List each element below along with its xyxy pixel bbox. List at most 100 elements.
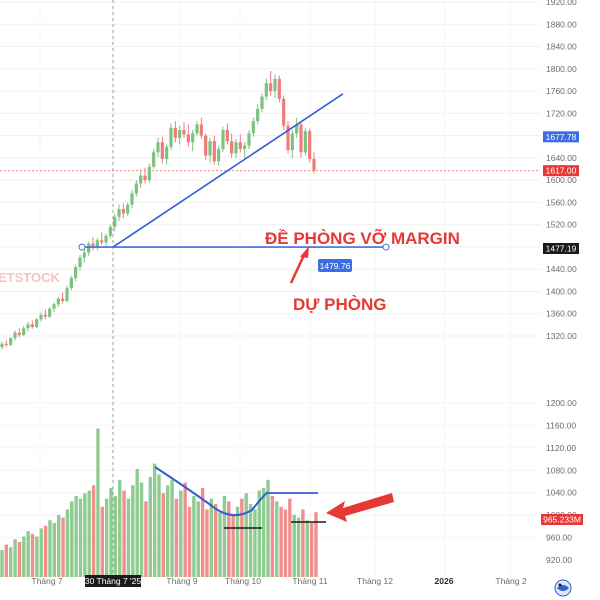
candle-body [251,121,255,134]
time-tick-label: 30 Tháng 7 '25 [85,576,142,586]
volume-bar [26,531,30,577]
volume-bar [283,509,288,577]
candle-body [108,226,112,236]
volume-tick-label: 1040.00 [546,488,577,498]
volume-bar [0,550,4,577]
volume-bar [240,498,244,577]
price-tick-label: 1800.00 [546,64,577,74]
globe-logo-icon[interactable] [554,579,572,597]
volume-bar [4,544,9,577]
candle-body [100,240,104,243]
price-tick-label: 1600.00 [546,175,577,185]
badge-current-price: 1617.00 [543,165,579,177]
candle-body [212,141,216,162]
volume-bar [248,504,253,577]
price-tick-label: 1400.00 [546,286,577,296]
volume-bar [131,485,135,577]
volume-bar [83,493,87,577]
candle-body [247,133,251,146]
candle-body [169,127,173,147]
candle-body [277,78,281,99]
volume-bar [61,517,65,577]
candle-body [217,148,221,162]
candle-body [52,304,56,309]
price-tick-label: 1520.00 [546,220,577,230]
time-axis[interactable]: Tháng 7 30 Tháng 7 '25 Tháng 9 Tháng 10 Thán… [31,575,527,587]
volume-bar [227,501,231,577]
volume-bar [187,506,192,577]
candlesticks [0,71,316,350]
candle-body [256,108,260,122]
svg-text:1677.78: 1677.78 [546,132,577,142]
candle-body [199,124,203,136]
candle-body [147,166,151,181]
candle-body [269,83,273,92]
candle-body [56,298,60,305]
candle-body [143,175,147,181]
candle-body [139,175,143,184]
candle-body [17,332,21,335]
volume-bar [126,498,131,577]
volume-bar [205,509,209,577]
badge-volume-value: 965.233M [541,514,583,525]
candle-body [104,235,108,243]
volume-bar [196,501,200,577]
volume-bar [200,487,205,577]
volume-bar [161,493,166,577]
price-tick-label: 1360.00 [546,309,577,319]
volume-bar [314,512,318,577]
candle-body [221,130,225,149]
volume-bar [244,493,248,577]
support-line-handle-right[interactable] [382,243,390,251]
price-tick-label: 1560.00 [546,197,577,207]
candle-body [61,298,65,301]
candle-body [0,343,4,348]
candle-body [290,133,294,151]
volume-bar [91,485,96,577]
candle-body [95,240,99,248]
candle-body [312,158,316,171]
price-tick-label: 1440.00 [546,264,577,274]
volume-bar [78,498,83,577]
annotation-arrow-volume [326,493,394,522]
candle-body [156,142,160,153]
volume-bar [231,514,235,577]
volume-bar [257,490,262,577]
volume-bar [104,498,109,577]
volume-bar [96,428,100,577]
price-tick-label: 1760.00 [546,86,577,96]
volume-tick-label: 1080.00 [546,465,577,475]
uptrend-line[interactable] [112,93,344,248]
candle-body [48,308,52,317]
volume-bar [279,506,283,577]
price-tick-label: 1920.00 [546,0,577,7]
badge-blue-price: 1677.78 [543,131,579,143]
volume-bar [122,490,126,577]
candle-body [208,141,212,156]
volume-bar [35,536,39,577]
volume-bar [218,512,222,577]
volume-bar [166,485,170,577]
volume-tick-label: 960.00 [546,533,572,543]
time-tick-label: Tháng 10 [225,576,261,586]
candle-body [69,278,73,289]
candle-body [195,124,199,134]
price-tick-label: 1640.00 [546,153,577,163]
candle-body [165,146,169,159]
volume-bar [192,496,196,577]
volume-bar [135,469,139,577]
price-tick-label: 1720.00 [546,108,577,118]
support-line-handle-left[interactable] [78,243,86,251]
badge-crosshair-price: 1477.19 [543,242,579,254]
candle-body [264,83,268,97]
volume-bar [148,477,152,577]
volume-bar [113,496,118,577]
volume-bar [275,501,279,577]
svg-text:965.233M: 965.233M [543,515,581,525]
volume-tick-label: 1160.00 [546,420,576,430]
svg-text:1617.00: 1617.00 [546,166,577,176]
volume-bar [109,487,113,577]
volume-bar [139,482,144,577]
candle-body [78,257,82,267]
